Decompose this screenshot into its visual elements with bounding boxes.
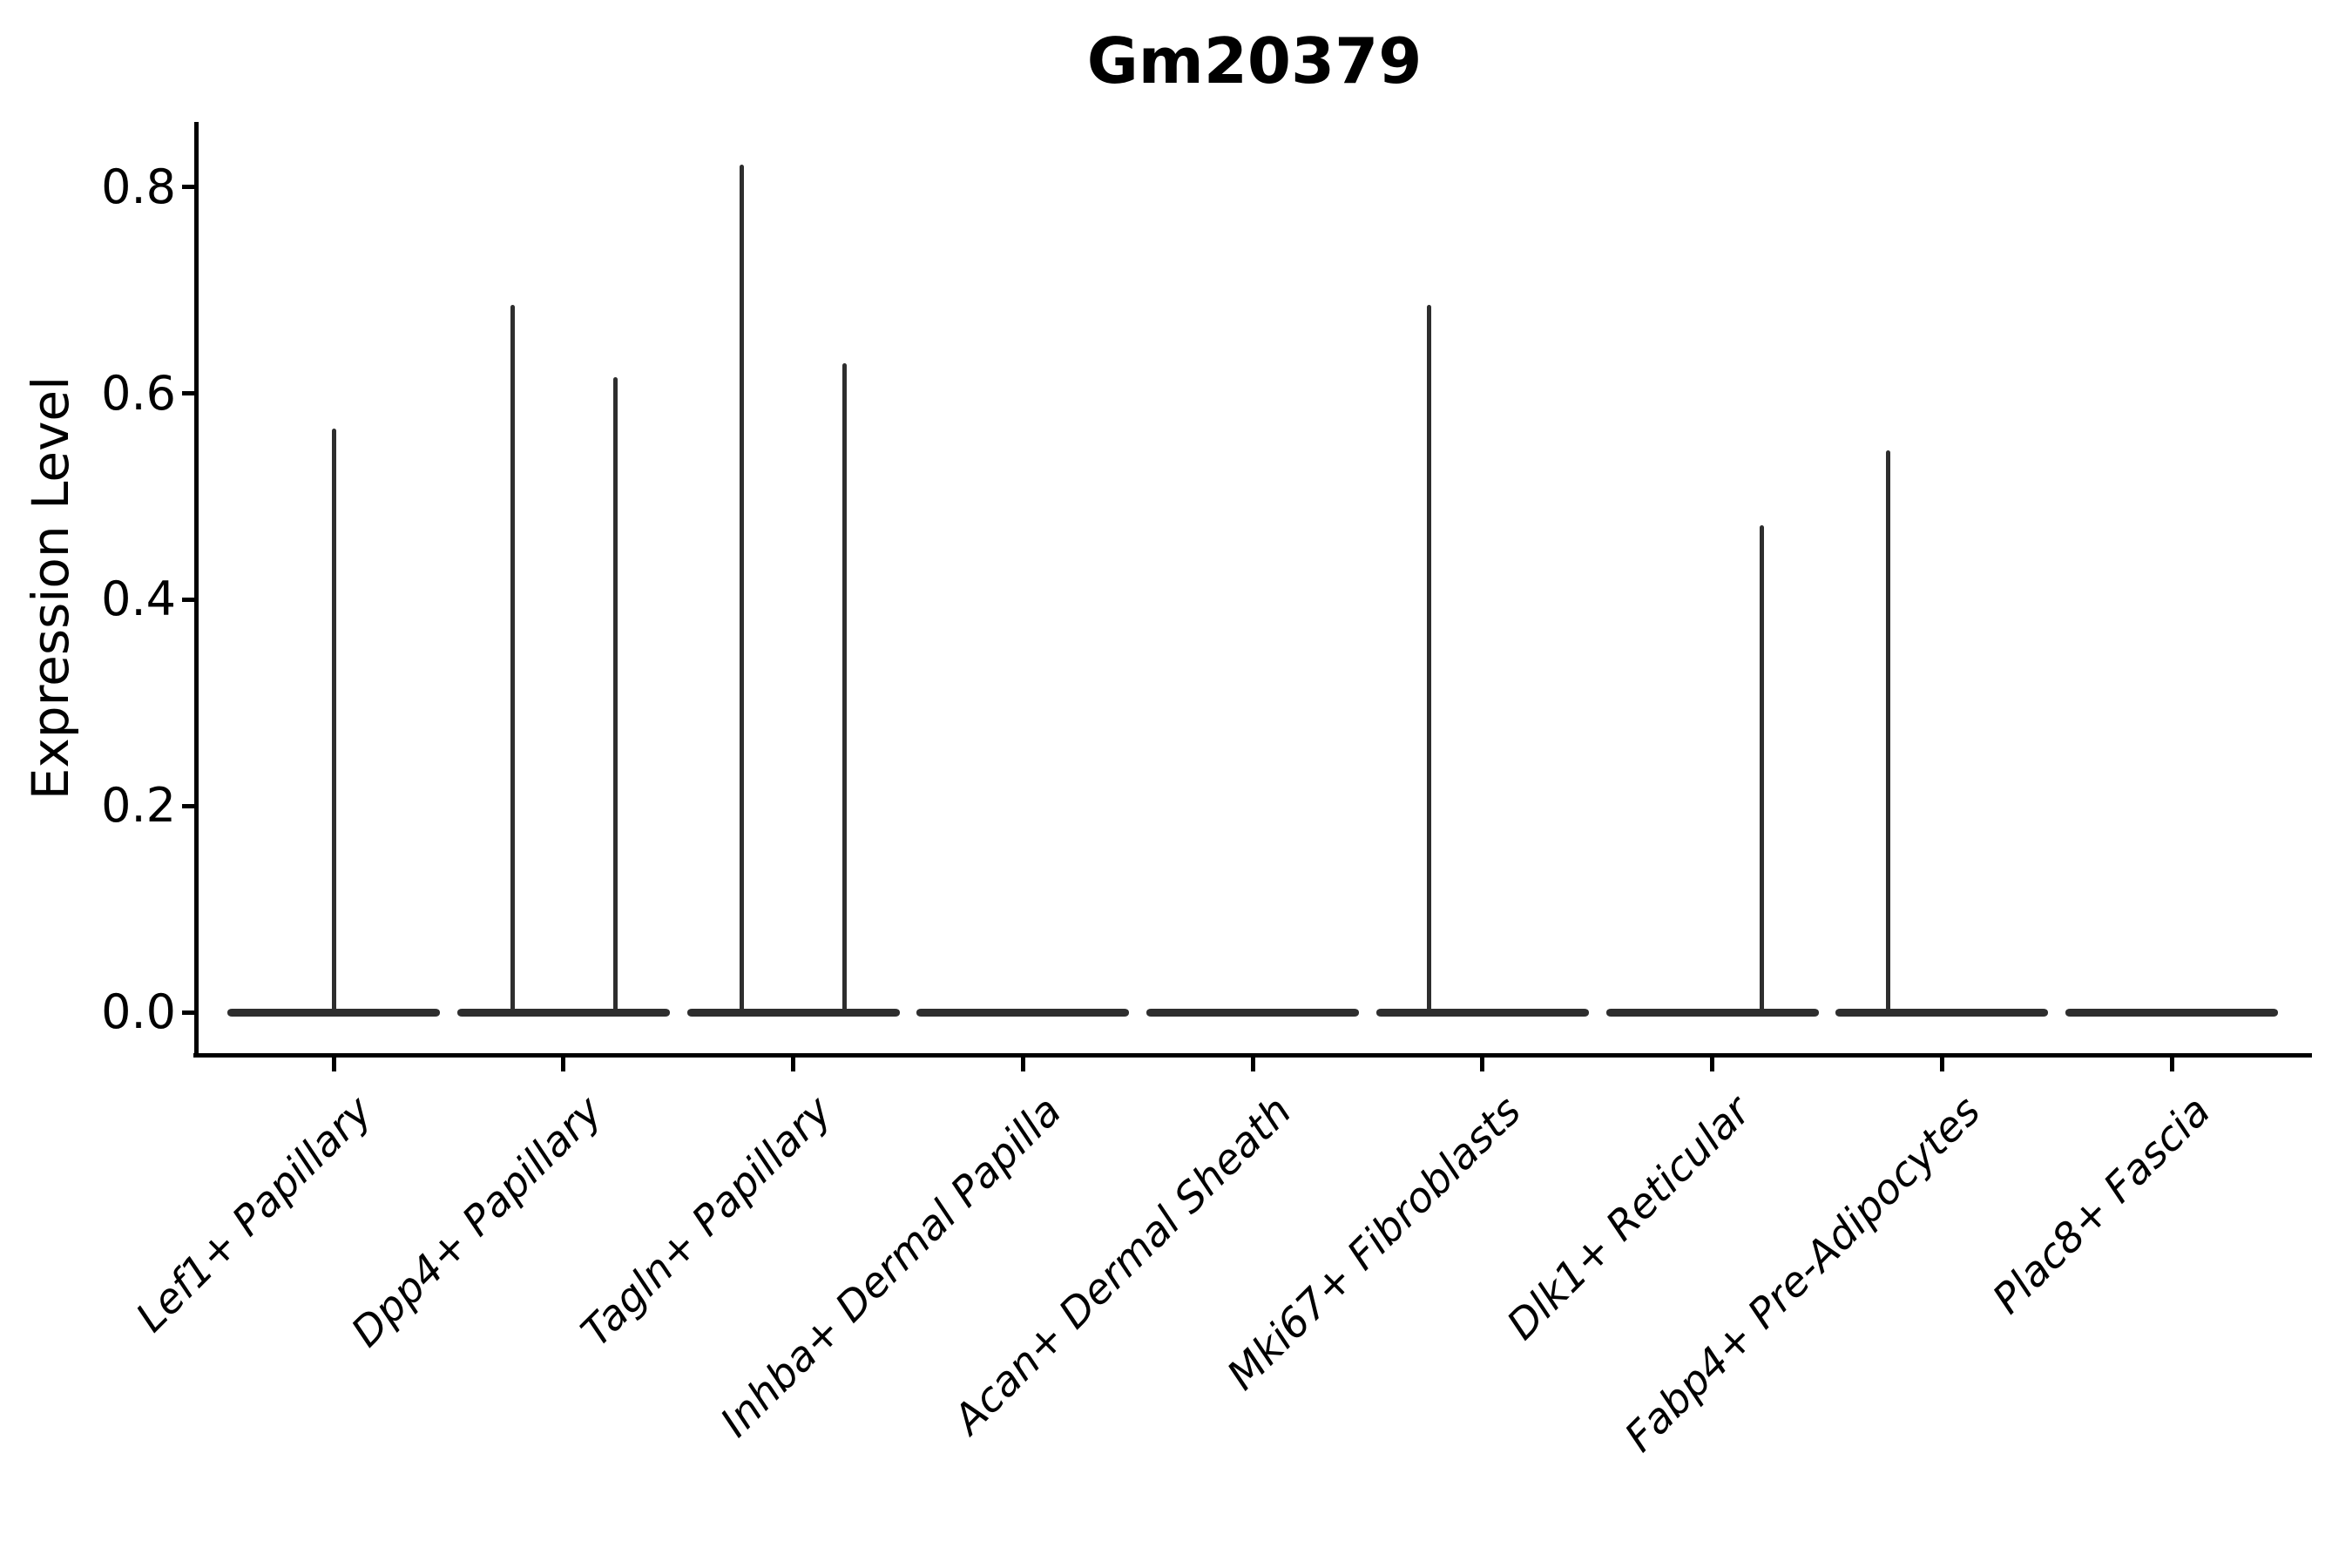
violin-spike <box>1427 304 1432 1016</box>
violin-baseline <box>1835 1009 2049 1017</box>
violin-spike <box>331 428 336 1016</box>
y-tick-label: 0.2 <box>101 778 176 834</box>
x-tick-mark <box>1480 1058 1485 1071</box>
chart-title: Gm20379 <box>1086 24 1423 98</box>
x-tick-mark <box>2169 1058 2174 1071</box>
x-tick-mark <box>1020 1058 1025 1071</box>
x-tick-label: Dlk1+ Reticular <box>1497 1087 1761 1349</box>
y-tick-label: 0.8 <box>101 159 176 214</box>
x-tick-label: Lef1+ Papillary <box>126 1087 382 1342</box>
y-tick-label: 0.4 <box>101 571 176 627</box>
y-tick-mark <box>182 391 195 396</box>
violin-baseline <box>1605 1009 1819 1017</box>
violin-baseline <box>2065 1009 2278 1017</box>
violin-baseline <box>1146 1009 1359 1017</box>
y-tick-mark <box>182 597 195 602</box>
x-tick-mark <box>1710 1058 1714 1071</box>
violin-spike <box>1885 449 1890 1016</box>
x-tick-mark <box>791 1058 795 1071</box>
y-tick-mark <box>182 803 195 808</box>
x-tick-mark <box>1250 1058 1255 1071</box>
violin-baseline <box>686 1009 900 1017</box>
y-tick-label: 0.6 <box>101 365 176 421</box>
x-tick-label: Plac8+ Fascia <box>1983 1087 2220 1324</box>
x-tick-mark <box>1939 1058 1944 1071</box>
violin-spike <box>1760 525 1764 1016</box>
violin-baseline <box>1375 1009 1589 1017</box>
violin-baseline <box>916 1009 1130 1017</box>
x-tick-mark <box>561 1058 566 1071</box>
y-tick-label: 0.0 <box>101 984 176 1039</box>
violin-baseline <box>456 1009 670 1017</box>
violin-spike <box>613 376 618 1016</box>
x-tick-label: Tagln+ Papillary <box>571 1087 841 1356</box>
violin-spike <box>842 363 847 1016</box>
y-tick-mark <box>182 185 195 190</box>
violin-spike <box>510 304 516 1016</box>
x-tick-label: Dpp4+ Papillary <box>341 1087 612 1357</box>
violin-spike <box>740 164 744 1016</box>
x-tick-mark <box>331 1058 336 1071</box>
x-axis-spine <box>193 1053 2312 1058</box>
y-tick-mark <box>182 1010 195 1015</box>
y-axis-spine <box>194 122 199 1057</box>
